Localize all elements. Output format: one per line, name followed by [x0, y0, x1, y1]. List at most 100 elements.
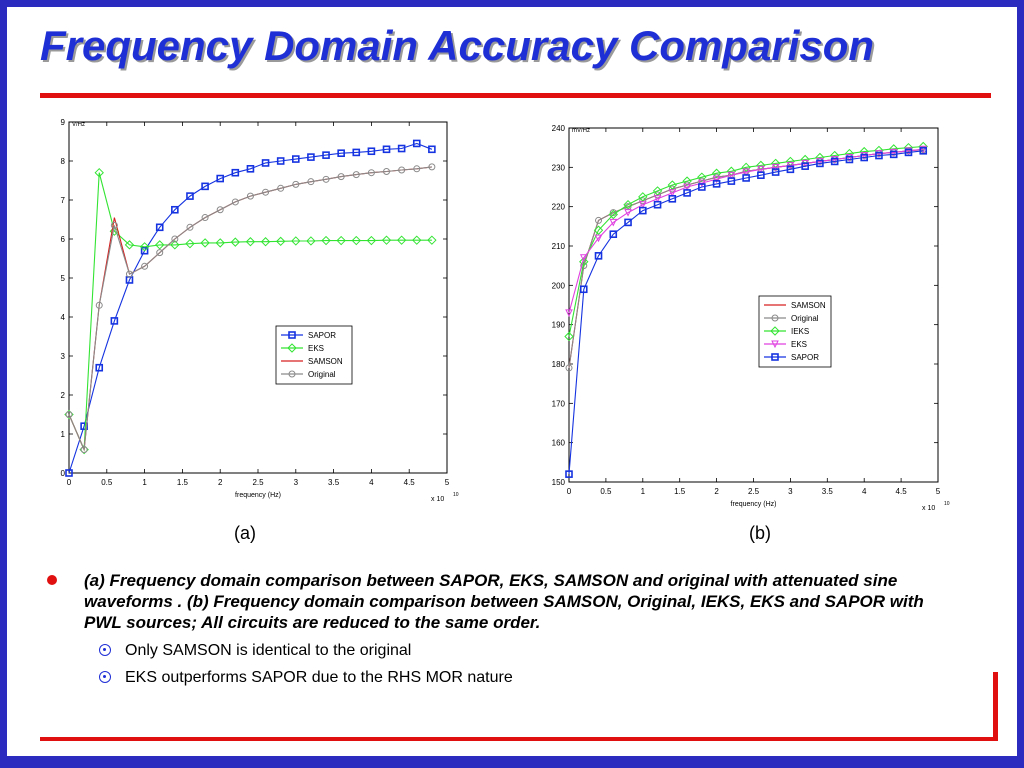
chart-b-data-point [860, 152, 869, 160]
chart-a-x-tick-label: 3.5 [328, 478, 340, 487]
chart-b-data-point [565, 364, 573, 372]
chart-b-x-tick-label: 5 [936, 487, 941, 496]
chart-a-y-tick-label: 4 [61, 313, 66, 322]
chart-b-data-point [816, 157, 824, 166]
chart-a-data-point [170, 240, 180, 250]
chart-b-x-multiplier-exponent: 10 [944, 501, 950, 507]
chart-b-data-point [830, 155, 839, 164]
chart-b-data-point [638, 192, 648, 202]
chart-b-data-point [742, 174, 750, 182]
chart-a-x-multiplier-label: x 10 [431, 496, 444, 503]
chart-a-data-point [307, 178, 315, 186]
chart-b-data-point [875, 150, 883, 158]
chart-a-legend-label: SAPOR [308, 331, 336, 340]
chart-b-legend-label: SAMSON [791, 301, 826, 310]
chart-b-x-tick-label: 1 [641, 487, 646, 496]
chart-a-data-point [110, 221, 118, 229]
chart-b-y-unit-label: mV/Hz [572, 128, 590, 134]
chart-b-data-point [816, 159, 824, 168]
chart-a-data-point [95, 363, 104, 372]
chart-a-data-point [277, 184, 285, 192]
chart-b-y-tick-label: 230 [552, 163, 566, 172]
chart-a-legend-label: EKS [308, 344, 324, 353]
caption-a: (a) [234, 523, 256, 543]
chart-b-data-point [682, 176, 692, 186]
chart-a-series-line [68, 172, 432, 450]
chart-b-legend-label: Original [791, 314, 819, 323]
chart-a: 0 0.5 1 1.5 2 2.5 3 3.5 4 4.5 5 0 1 2 3 4 5 6 7 8 9 V/Hz frequ… [61, 118, 459, 503]
chart-b-data-point [564, 331, 574, 342]
chart-b-data-point [653, 200, 662, 209]
chart-b-data-point [889, 148, 898, 157]
chart-a-data-point [109, 226, 120, 236]
chart-b-data-point [593, 225, 604, 235]
chart-b-x-tick-label: 4 [862, 487, 867, 496]
chart-b-data-point [830, 157, 839, 166]
chart-a-data-point [336, 235, 346, 246]
chart-b-legend-label: EKS [791, 340, 807, 349]
chart-a-data-point [321, 235, 331, 246]
chart-a-data-point [427, 235, 437, 245]
chart-b-y-tick-label: 190 [552, 321, 566, 330]
chart-b-legend-label: SAPOR [791, 353, 819, 362]
chart-a-y-tick-label: 5 [61, 274, 66, 283]
slide-frame-bottom [0, 756, 1024, 768]
chart-a-data-point [231, 198, 239, 206]
chart-a-data-point [428, 163, 436, 171]
chart-a-data-point [201, 182, 209, 191]
chart-b-data-point [609, 218, 618, 227]
chart-a-series-line [68, 142, 433, 474]
chart-a-data-point [139, 242, 150, 252]
chart-b-data-point [801, 162, 809, 170]
chart-b-series-line [568, 145, 924, 337]
chart-a-legend-label: SAMSON [308, 357, 343, 366]
chart-a-data-point [366, 235, 377, 246]
chart-a-data-point [275, 236, 286, 247]
chart-a-data-point [246, 192, 254, 200]
chart-a-data-point [200, 238, 210, 248]
chart-a-data-point [307, 153, 315, 161]
chart-a-data-point [95, 301, 103, 309]
chart-b-y-tick-label: 240 [552, 124, 566, 133]
chart-b-data-point [697, 172, 707, 182]
chart-b-data-point [712, 175, 721, 184]
chart-b-x-multiplier-label: x 10 [922, 505, 935, 512]
chart-a-data-point [125, 270, 133, 278]
chart-a-data-point [186, 192, 194, 200]
chart-a-data-point [156, 249, 164, 257]
chart-a-data-point [215, 238, 225, 248]
chart-a-data-point [246, 164, 255, 173]
slide-frame-top [0, 0, 1024, 7]
chart-b-data-point [579, 254, 588, 262]
chart-a-data-point [155, 240, 165, 250]
corner-rule-vertical [993, 672, 998, 740]
sub-bullet-2-text: EKS outperforms SAPOR due to the RHS MOR… [125, 669, 513, 686]
chart-b-data-point [711, 168, 722, 178]
chart-b-series-line [568, 150, 924, 475]
chart-b-data-point [594, 234, 603, 243]
chart-a-y-tick-label: 0 [61, 469, 66, 478]
chart-a-x-tick-label: 1.5 [177, 478, 189, 487]
chart-b-data-point [608, 209, 618, 220]
chart-b-data-point [919, 145, 928, 154]
bullet-dot-icon [47, 575, 57, 585]
chart-a-data-point [276, 157, 285, 165]
chart-a-data-point [292, 155, 300, 163]
chart-a-data-point [396, 235, 407, 245]
chart-b-data-point [624, 218, 632, 227]
chart-b-data-point [919, 147, 928, 155]
chart-b-plot-area [568, 127, 939, 483]
chart-b-data-point [565, 309, 573, 317]
chart-b-data-point [757, 165, 765, 174]
slide-frame-left [0, 0, 7, 768]
chart-b-x-tick-label: 1.5 [674, 487, 686, 496]
chart-a-x-tick-label: 2 [218, 478, 223, 487]
chart-b-data-point [638, 201, 647, 209]
chart-b-data-point [579, 285, 588, 294]
chart-b-x-tick-label: 2.5 [748, 487, 760, 496]
chart-a-data-point [413, 165, 421, 173]
chart-b-data-point [683, 183, 691, 192]
chart-a-data-point [65, 469, 73, 477]
chart-a-data-point [412, 139, 421, 148]
chart-a-data-point [185, 238, 195, 249]
